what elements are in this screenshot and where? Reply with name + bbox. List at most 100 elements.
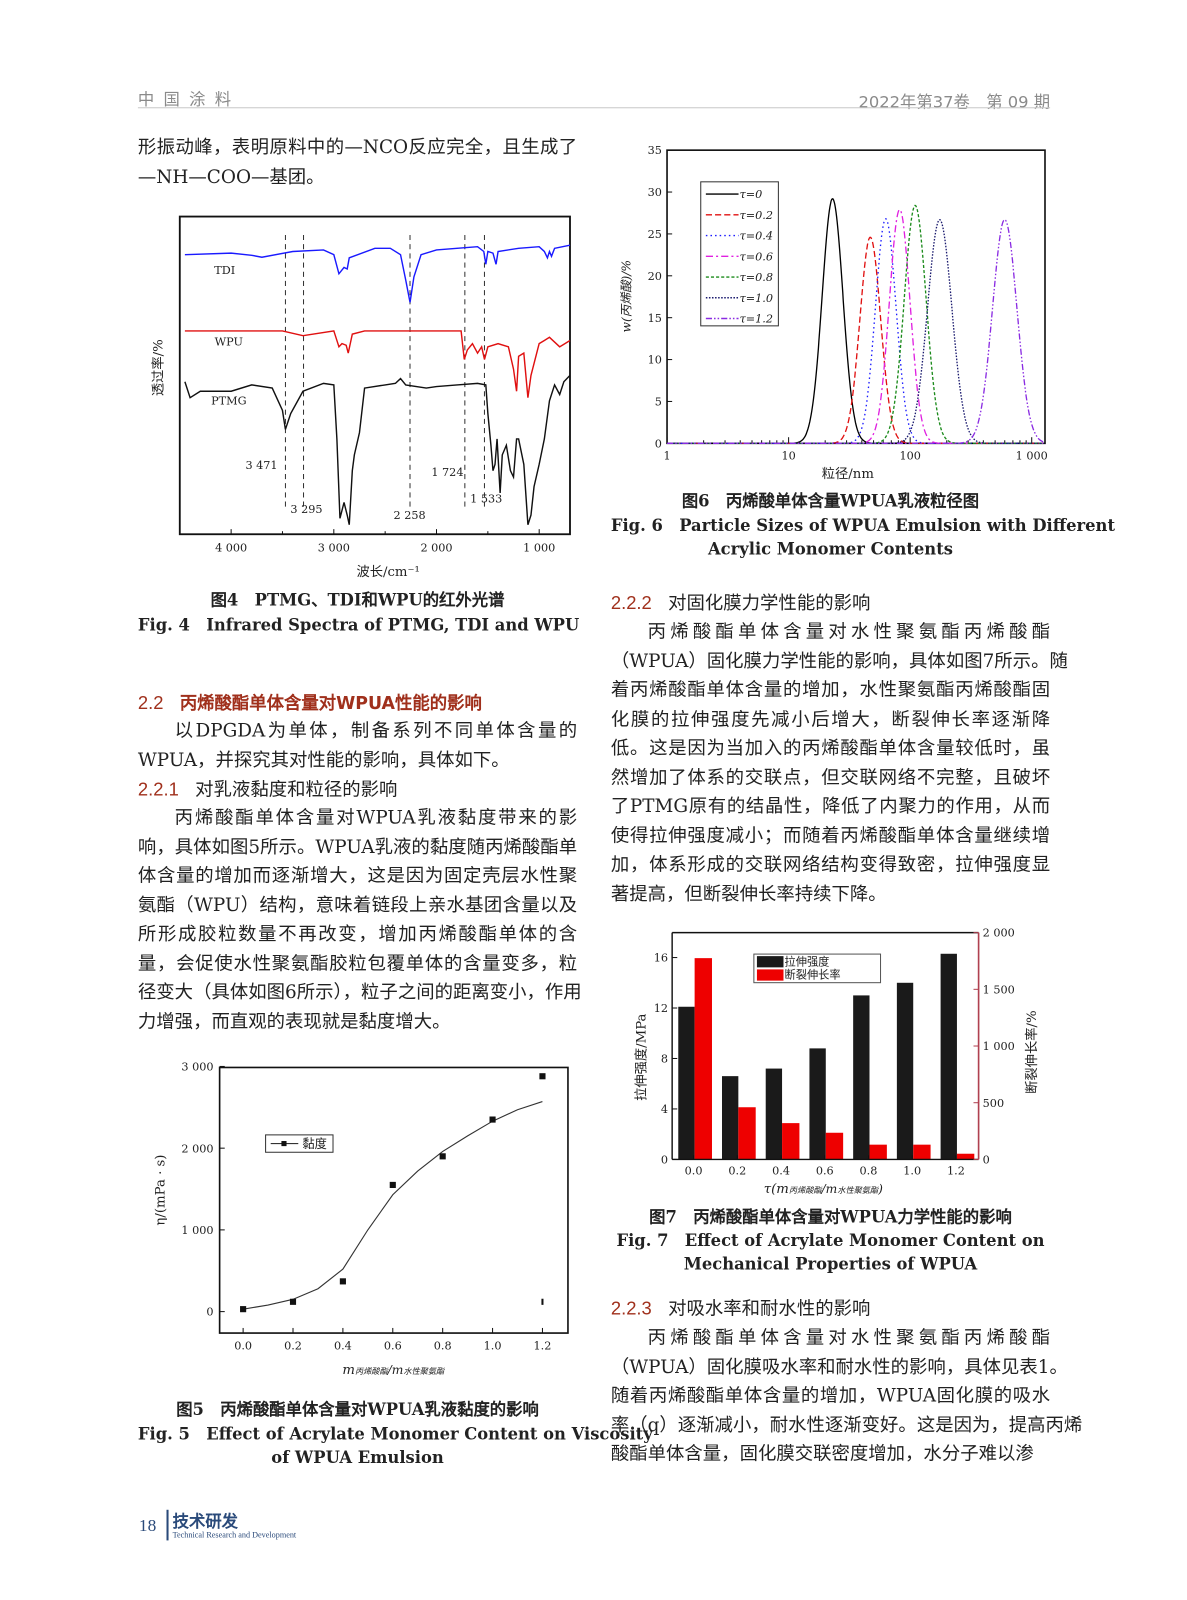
series-tau-2 xyxy=(667,218,1044,444)
text-line: 响，具体如图5所示。WPUA乳液的黏度随丙烯酸酯单 xyxy=(137,836,578,858)
x-tick-label: 1 000 xyxy=(523,542,555,555)
y-tick-label: 3 000 xyxy=(181,1061,213,1074)
text-line: 径变大（具体如图6所示），粒子之间的距离变小，作用 xyxy=(137,981,582,1004)
text-line: 所形成胶粒数量不再改变，增加丙烯酸酯单体的含 xyxy=(137,923,578,945)
fig5-caption-en-2: of WPUA Emulsion xyxy=(271,1447,444,1467)
series-tdi xyxy=(184,244,571,303)
x-tick-label: 0.0 xyxy=(685,1165,703,1178)
y-tick-label: 1 000 xyxy=(181,1224,213,1237)
series-label: PTMG xyxy=(211,395,247,408)
legend-label: τ=0.8 xyxy=(740,271,773,284)
x-tick-label: 0.0 xyxy=(234,1339,252,1352)
fig5-frame xyxy=(218,1066,569,1334)
y-axis-label: η/(mPa · s) xyxy=(153,1155,168,1226)
section-number: 2.2.1 xyxy=(137,779,179,800)
fig6-caption-en-2: Acrylic Monomer Contents xyxy=(707,539,953,559)
x-axis-label-part: m xyxy=(342,1363,355,1378)
data-point xyxy=(489,1116,496,1123)
x-axis-label-part: τ(m xyxy=(764,1182,789,1197)
y-left-tick-label: 12 xyxy=(654,1002,668,1015)
peak-label: 2 258 xyxy=(394,509,426,522)
y-left-axis-label: 拉伸强度/MPa xyxy=(634,1013,650,1100)
bar-tensile-strength xyxy=(678,1006,695,1160)
page-number: 18 xyxy=(138,1515,157,1536)
y-left-tick-label: 4 xyxy=(661,1103,668,1116)
x-axis-label-part: /m xyxy=(387,1363,404,1377)
legend-label: τ=0.6 xyxy=(740,250,773,263)
footer-divider xyxy=(166,1509,169,1541)
fig7-caption-en-2: Mechanical Properties of WPUA xyxy=(683,1254,978,1274)
header-divider xyxy=(137,107,1051,109)
y-left-tick-label: 8 xyxy=(661,1053,668,1066)
text-line: 以DPGDA为单体，制备系列不同单体含量的 xyxy=(174,720,578,742)
y-right-tick-label: 1 000 xyxy=(983,1040,1015,1053)
section-title: 对固化膜力学性能的影响 xyxy=(668,592,871,614)
y-left-tick-label: 16 xyxy=(654,952,668,965)
section-number: 2.2.2 xyxy=(610,592,652,613)
text-line: 随着丙烯酸酯单体含量的增加，WPUA固化膜的吸水 xyxy=(610,1385,1051,1407)
y-tick-label: 20 xyxy=(648,270,662,283)
fig6-caption-en: Fig. 6 Particle Sizes of WPUA Emulsion w… xyxy=(610,515,1115,536)
text-line: 率（q）逐渐减小，耐水性逐渐变好。这是因为，提高丙烯 xyxy=(610,1414,1083,1436)
x-tick-label: 1 000 xyxy=(1016,450,1048,463)
text-line: 著提高，但断裂伸长率持续下降。 xyxy=(610,883,887,905)
section-number: 2.2.3 xyxy=(610,1298,652,1319)
bar-elongation xyxy=(694,958,712,1160)
x-tick-label: 0.4 xyxy=(334,1339,352,1352)
x-tick-label: 10 xyxy=(781,450,795,463)
text-line: 丙烯酸酯单体含量对水性聚氨酯丙烯酸酯 xyxy=(647,621,1051,643)
text-line: 了PTMG原有的结晶性，降低了内聚力的作用，从而 xyxy=(610,795,1051,818)
text-line: 丙烯酸酯单体含量对水性聚氨酯丙烯酸酯 xyxy=(647,1326,1051,1349)
bar-elongation xyxy=(738,1107,756,1160)
x-axis-label-part: ) xyxy=(877,1182,883,1196)
fig7-caption-en: Fig. 7 Effect of Acrylate Monomer Conten… xyxy=(616,1230,1045,1251)
bar-elongation xyxy=(869,1144,887,1160)
x-tick-label: 0.2 xyxy=(728,1165,746,1178)
y-tick-label: 25 xyxy=(648,228,662,241)
y-tick-label: 10 xyxy=(648,354,662,367)
x-axis-label-part: 丙烯酸酯 xyxy=(355,1366,389,1376)
y-right-axis-label: 断裂伸长率/% xyxy=(1023,1010,1040,1093)
bar-elongation xyxy=(956,1153,975,1160)
y-right-tick-label: 0 xyxy=(983,1153,990,1166)
y-tick-label: 0 xyxy=(655,437,662,450)
text-line: 体含量的增加而逐渐增大，这是因为固定壳层水性聚 xyxy=(137,865,578,887)
x-tick-label: 0.6 xyxy=(384,1339,402,1352)
x-tick-label: 0.2 xyxy=(284,1339,302,1352)
y-right-tick-label: 500 xyxy=(983,1097,1004,1110)
x-axis-label: τ(m丙烯酸酯/m水性聚氨酯) xyxy=(764,1182,883,1197)
text-line: —NH—COO—基团。 xyxy=(137,165,325,188)
x-tick-label: 0.4 xyxy=(772,1165,790,1178)
x-tick-label: 1.0 xyxy=(484,1339,502,1352)
text-line: 化膜的拉伸强度先减小后增大，断裂伸长率逐渐降 xyxy=(610,708,1051,730)
y-axis-label: w(丙烯酸)/% xyxy=(619,260,633,333)
x-tick-label: 1 xyxy=(663,450,670,463)
peak-label: 1 533 xyxy=(470,493,502,506)
fig5-caption-cn: 图5 丙烯酸酯单体含量对WPUA乳液黏度的影响 xyxy=(176,1399,539,1419)
x-axis-label-part: 水性聚氨酯 xyxy=(403,1366,446,1376)
data-point xyxy=(539,1073,546,1080)
series-label: TDI xyxy=(214,264,235,277)
fig4-caption-cn: 图4 PTMG、TDI和WPU的红外光谱 xyxy=(210,590,505,610)
fig5-caption-en: Fig. 5 Effect of Acrylate Monomer Conten… xyxy=(137,1423,653,1444)
text-line: 加，体系形成的交联网络结构变得致密，拉伸强度显 xyxy=(610,853,1051,876)
x-tick-label: 0.8 xyxy=(434,1339,452,1352)
legend-label: τ=0.4 xyxy=(740,230,773,243)
bar-tensile-strength xyxy=(809,1048,826,1160)
legend-label: τ=0.2 xyxy=(740,209,773,222)
y-tick-label: 5 xyxy=(655,396,662,409)
x-axis-label-part: 水性聚氨酯 xyxy=(837,1185,880,1195)
text-line: 力增强，而直观的表现就是黏度增大。 xyxy=(137,1010,451,1033)
bar-elongation xyxy=(913,1144,931,1160)
text-line: 使得拉伸强度减小；而随着丙烯酸酯单体含量继续增 xyxy=(610,824,1051,847)
section-number: 2.2 xyxy=(137,692,164,714)
x-tick-label: 0.6 xyxy=(816,1165,834,1178)
y-tick-label: 35 xyxy=(648,144,662,157)
issue-info: 2022年第37卷 第 09 期 xyxy=(858,91,1051,112)
section-title: 丙烯酸酯单体含量对WPUA性能的影响 xyxy=(179,693,482,715)
legend-swatch xyxy=(756,969,784,981)
text-line: 低。这是因为当加入的丙烯酸酯单体含量较低时，虽 xyxy=(610,737,1051,759)
fit-curve xyxy=(243,1101,543,1310)
text-line: 形振动峰，表明原料中的—NCO反应完全，且生成了 xyxy=(137,136,578,159)
